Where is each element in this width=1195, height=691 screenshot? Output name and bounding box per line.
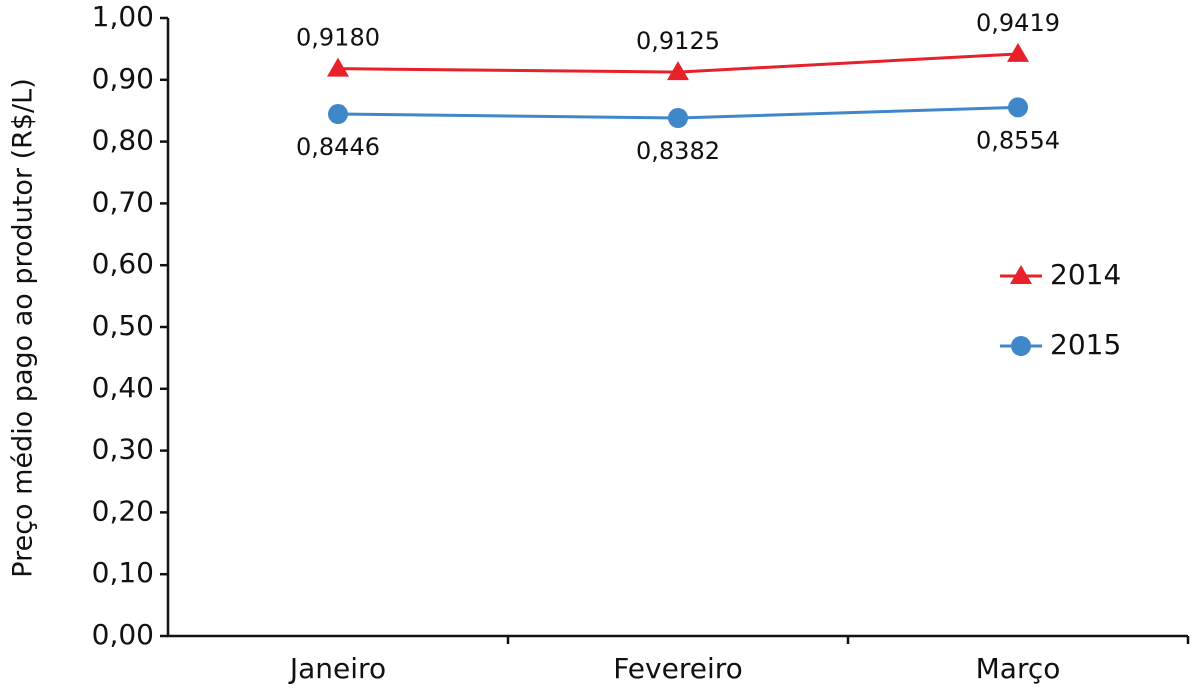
y-tick-label: 0,10 [92, 556, 154, 589]
y-tick-label: 0,30 [92, 433, 154, 466]
y-tick-label: 0,40 [92, 371, 154, 404]
y-tick-label: 0,70 [92, 185, 154, 218]
data-label: 0,8554 [976, 126, 1060, 154]
y-tick-label: 0,20 [92, 494, 154, 527]
y-tick-label: 0,80 [92, 124, 154, 157]
data-label: 0,8446 [296, 133, 380, 161]
data-point [1007, 42, 1029, 62]
data-point [668, 107, 688, 128]
data-label: 0,8382 [636, 137, 720, 165]
legend-marker [1010, 265, 1032, 284]
x-tick-label: Março [976, 652, 1061, 685]
x-tick-label: Janeiro [288, 652, 386, 685]
y-tick-label: 0,60 [92, 247, 154, 280]
data-label: 0,9419 [976, 9, 1060, 37]
data-label: 0,9125 [636, 27, 720, 55]
legend-label: 2015 [1050, 328, 1121, 361]
x-tick-label: Fevereiro [613, 652, 743, 685]
data-point [328, 104, 348, 125]
y-tick-label: 0,50 [92, 309, 154, 342]
y-tick-label: 0,90 [92, 62, 154, 95]
y-axis-title: Preço médio pago ao produtor (R$/L) [8, 78, 39, 577]
data-point [667, 61, 689, 81]
legend-label: 2014 [1050, 258, 1121, 291]
data-point [327, 57, 349, 77]
data-point [1008, 97, 1028, 118]
legend-marker [1011, 336, 1031, 356]
data-label: 0,9180 [296, 24, 380, 52]
y-tick-label: 1,00 [92, 0, 154, 33]
y-tick-label: 0,00 [92, 618, 154, 651]
